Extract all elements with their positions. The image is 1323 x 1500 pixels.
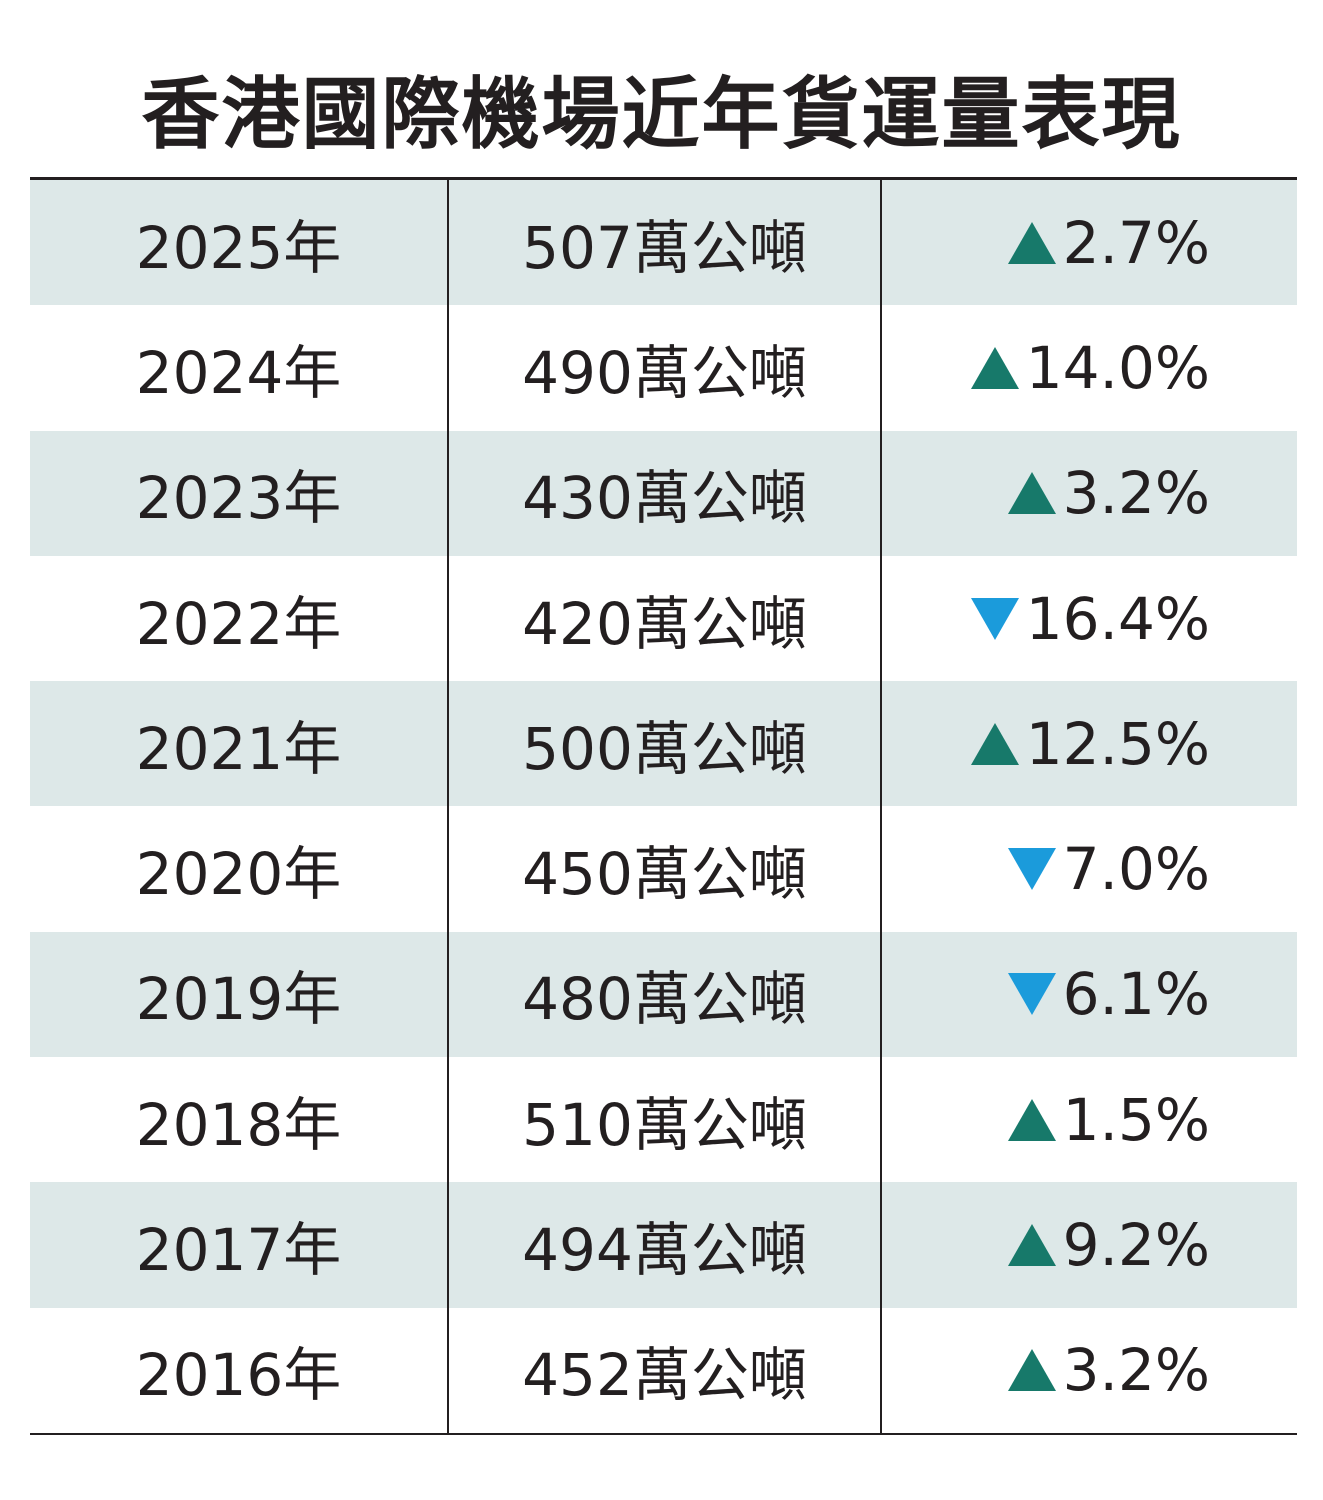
arrow-shape (1007, 1098, 1056, 1141)
year-cell: 2017年 (30, 1182, 449, 1308)
change-text: 2.7% (1062, 208, 1210, 277)
change-text: 3.2% (1062, 459, 1210, 528)
year-cell: 2024年 (30, 305, 449, 431)
table-row: 2021年 500萬公噸 12.5% (30, 681, 1297, 807)
change-text: 1.5% (1062, 1085, 1210, 1154)
volume-cell: 480萬公噸 (449, 931, 882, 1058)
change-cell: 16.4% (882, 556, 1210, 681)
arrow-shape (1007, 472, 1056, 515)
table-row: 2025年 507萬公噸 2.7% (30, 180, 1297, 306)
trend-arrow (1007, 472, 1056, 515)
trend-arrow (1007, 221, 1056, 264)
volume-cell: 420萬公噸 (449, 555, 882, 682)
trend-arrow (970, 597, 1019, 640)
change-text: 14.0% (1025, 333, 1210, 402)
volume-cell: 510萬公噸 (449, 1057, 882, 1183)
change-text: 16.4% (1025, 584, 1210, 653)
trend-arrow (970, 346, 1019, 389)
table-row: 2017年 494萬公噸 9.2% (30, 1182, 1297, 1308)
year-cell: 2022年 (30, 555, 449, 682)
trend-arrow (1007, 1224, 1056, 1267)
table: 2025年 507萬公噸 2.7% 2024年 490萬公噸 14.0% 2023年 430萬… (30, 177, 1297, 1435)
table-row: 2018年 510萬公噸 1.5% (30, 1057, 1297, 1183)
arrow-shape (1007, 1349, 1056, 1392)
year-cell: 2018年 (30, 1057, 449, 1183)
arrow-shape (1007, 1224, 1056, 1267)
arrow-shape (1007, 221, 1056, 264)
table-row: 2019年 480萬公噸 6.1% (30, 931, 1297, 1058)
volume-cell: 452萬公噸 (449, 1307, 882, 1433)
trend-arrow (1007, 1349, 1056, 1392)
volume-cell: 450萬公噸 (449, 806, 882, 932)
change-cell: 14.0% (882, 305, 1210, 430)
volume-cell: 490萬公噸 (449, 305, 882, 431)
table-row: 2020年 450萬公噸 7.0% (30, 806, 1297, 932)
trend-arrow (970, 722, 1019, 765)
arrow-shape (1007, 973, 1056, 1016)
change-cell: 12.5% (882, 681, 1210, 806)
change-cell: 9.2% (882, 1182, 1210, 1307)
volume-cell: 500萬公噸 (449, 681, 882, 807)
trend-arrow (1007, 848, 1056, 891)
table-row: 2022年 420萬公噸 16.4% (30, 555, 1297, 682)
change-cell: 7.0% (882, 806, 1210, 931)
change-text: 6.1% (1062, 960, 1210, 1029)
arrow-shape (1007, 848, 1056, 891)
change-cell: 2.7% (882, 180, 1210, 305)
arrow-shape (970, 597, 1019, 640)
year-cell: 2021年 (30, 681, 449, 807)
volume-cell: 494萬公噸 (449, 1182, 882, 1308)
change-text: 7.0% (1062, 835, 1210, 904)
arrow-shape (970, 346, 1019, 389)
change-text: 9.2% (1062, 1211, 1210, 1280)
year-cell: 2023年 (30, 430, 449, 556)
change-cell: 6.1% (882, 932, 1210, 1057)
change-cell: 3.2% (882, 1308, 1210, 1433)
arrow-shape (970, 722, 1019, 765)
title: 香港國際機場近年貨運量表現 (141, 70, 1182, 160)
volume-cell: 430萬公噸 (449, 430, 882, 556)
trend-arrow (1007, 973, 1056, 1016)
year-cell: 2019年 (30, 931, 449, 1058)
change-text: 12.5% (1025, 709, 1210, 778)
year-cell: 2016年 (30, 1307, 449, 1433)
table-row: 2024年 490萬公噸 14.0% (30, 305, 1297, 431)
year-cell: 2020年 (30, 806, 449, 932)
table-row: 2023年 430萬公噸 3.2% (30, 430, 1297, 556)
change-cell: 3.2% (882, 431, 1210, 556)
year-cell: 2025年 (30, 180, 449, 306)
change-cell: 1.5% (882, 1057, 1210, 1182)
table-row: 2016年 452萬公噸 3.2% (30, 1307, 1297, 1433)
change-text: 3.2% (1062, 1336, 1210, 1405)
trend-arrow (1007, 1098, 1056, 1141)
volume-cell: 507萬公噸 (449, 180, 882, 306)
